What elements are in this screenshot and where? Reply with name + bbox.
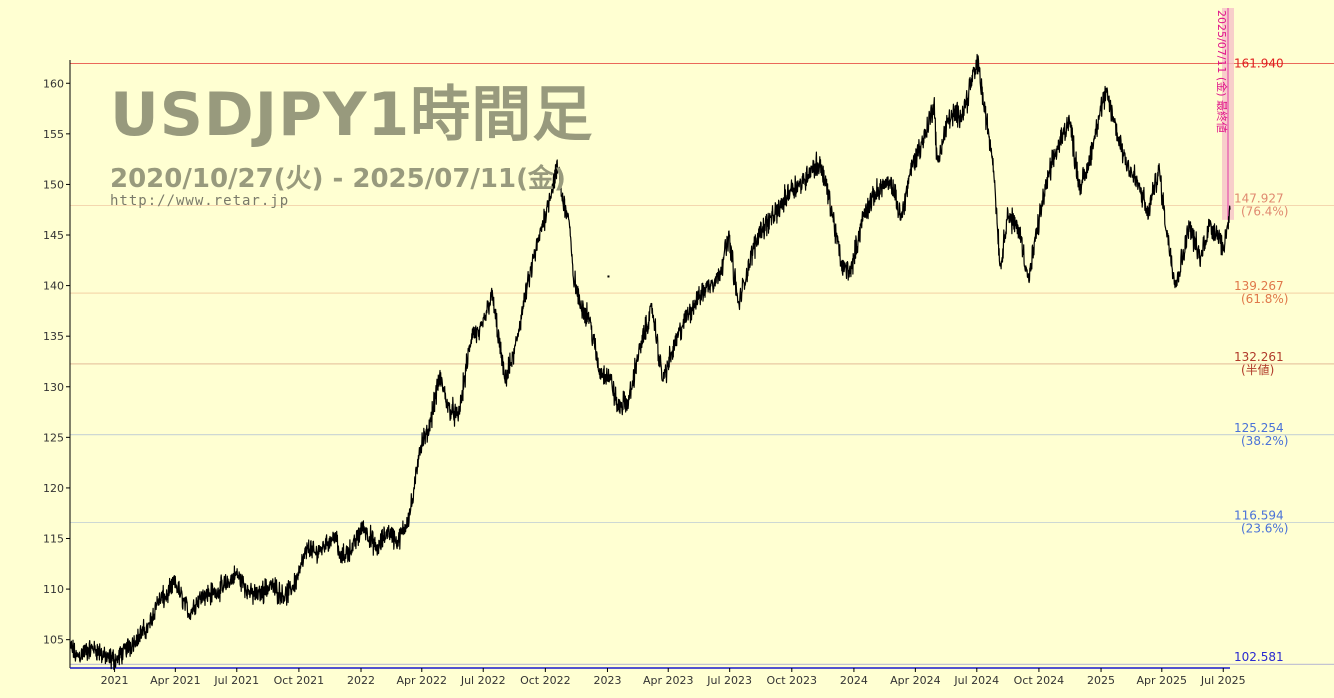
y-tick-label: 115 — [43, 533, 64, 546]
y-tick-label: 110 — [43, 583, 64, 596]
x-tick-label: 2022 — [347, 674, 375, 687]
x-tick-label: Oct 2023 — [767, 674, 818, 687]
level-value: 139.267 — [1234, 279, 1284, 293]
x-tick-label: Jul 2023 — [706, 674, 752, 687]
level-value: 102.581 — [1234, 650, 1284, 664]
x-tick-label: Oct 2022 — [520, 674, 571, 687]
x-tick-label: Jul 2021 — [213, 674, 259, 687]
x-tick-label: Jul 2022 — [460, 674, 506, 687]
site-url: http://www.retar.jp — [110, 193, 290, 209]
y-tick-label: 130 — [43, 381, 64, 394]
level-label: (半値) — [1241, 362, 1274, 377]
level-label: (38.2%) — [1241, 434, 1288, 448]
level-label: (23.6%) — [1241, 521, 1288, 535]
level-value: 161.940 — [1234, 57, 1284, 71]
level-label: (76.4%) — [1241, 204, 1288, 218]
x-tick-label: 2023 — [593, 674, 621, 687]
x-tick-label: Jul 2024 — [953, 674, 999, 687]
chart-subtitle: 2020/10/27(火) - 2025/07/11(金) — [110, 164, 566, 194]
x-tick-label: Apr 2022 — [397, 674, 448, 687]
y-tick-label: 150 — [43, 178, 64, 191]
x-tick-label: 2025 — [1087, 674, 1115, 687]
price-line — [69, 53, 1231, 671]
current-label: 2025/07/11 (金) 最終値 — [1215, 10, 1229, 133]
level-value: 116.594 — [1234, 508, 1284, 522]
y-tick-label: 135 — [43, 330, 64, 343]
y-tick-label: 160 — [43, 77, 64, 90]
y-tick-label: 125 — [43, 431, 64, 444]
x-tick-label: Apr 2024 — [890, 674, 941, 687]
y-tick-label: 145 — [43, 229, 64, 242]
y-tick-label: 120 — [43, 482, 64, 495]
level-value: 132.261 — [1234, 350, 1284, 364]
x-tick-label: Jul 2025 — [1200, 674, 1246, 687]
marker-dot — [607, 275, 610, 278]
y-tick-label: 140 — [43, 280, 64, 293]
x-tick-label: 2024 — [840, 674, 868, 687]
x-tick-label: Apr 2023 — [643, 674, 694, 687]
y-tick-label: 105 — [43, 634, 64, 647]
level-label: (61.8%) — [1241, 292, 1288, 306]
y-tick-label: 155 — [43, 128, 64, 141]
x-tick-label: Apr 2021 — [150, 674, 201, 687]
x-tick-label: Oct 2024 — [1014, 674, 1065, 687]
chart-title: USDJPY1時間足 — [110, 80, 594, 150]
level-value: 125.254 — [1234, 421, 1284, 435]
x-tick-label: 2021 — [101, 674, 129, 687]
x-tick-label: Apr 2025 — [1137, 674, 1188, 687]
level-value: 147.927 — [1234, 191, 1284, 205]
x-tick-label: Oct 2021 — [274, 674, 325, 687]
